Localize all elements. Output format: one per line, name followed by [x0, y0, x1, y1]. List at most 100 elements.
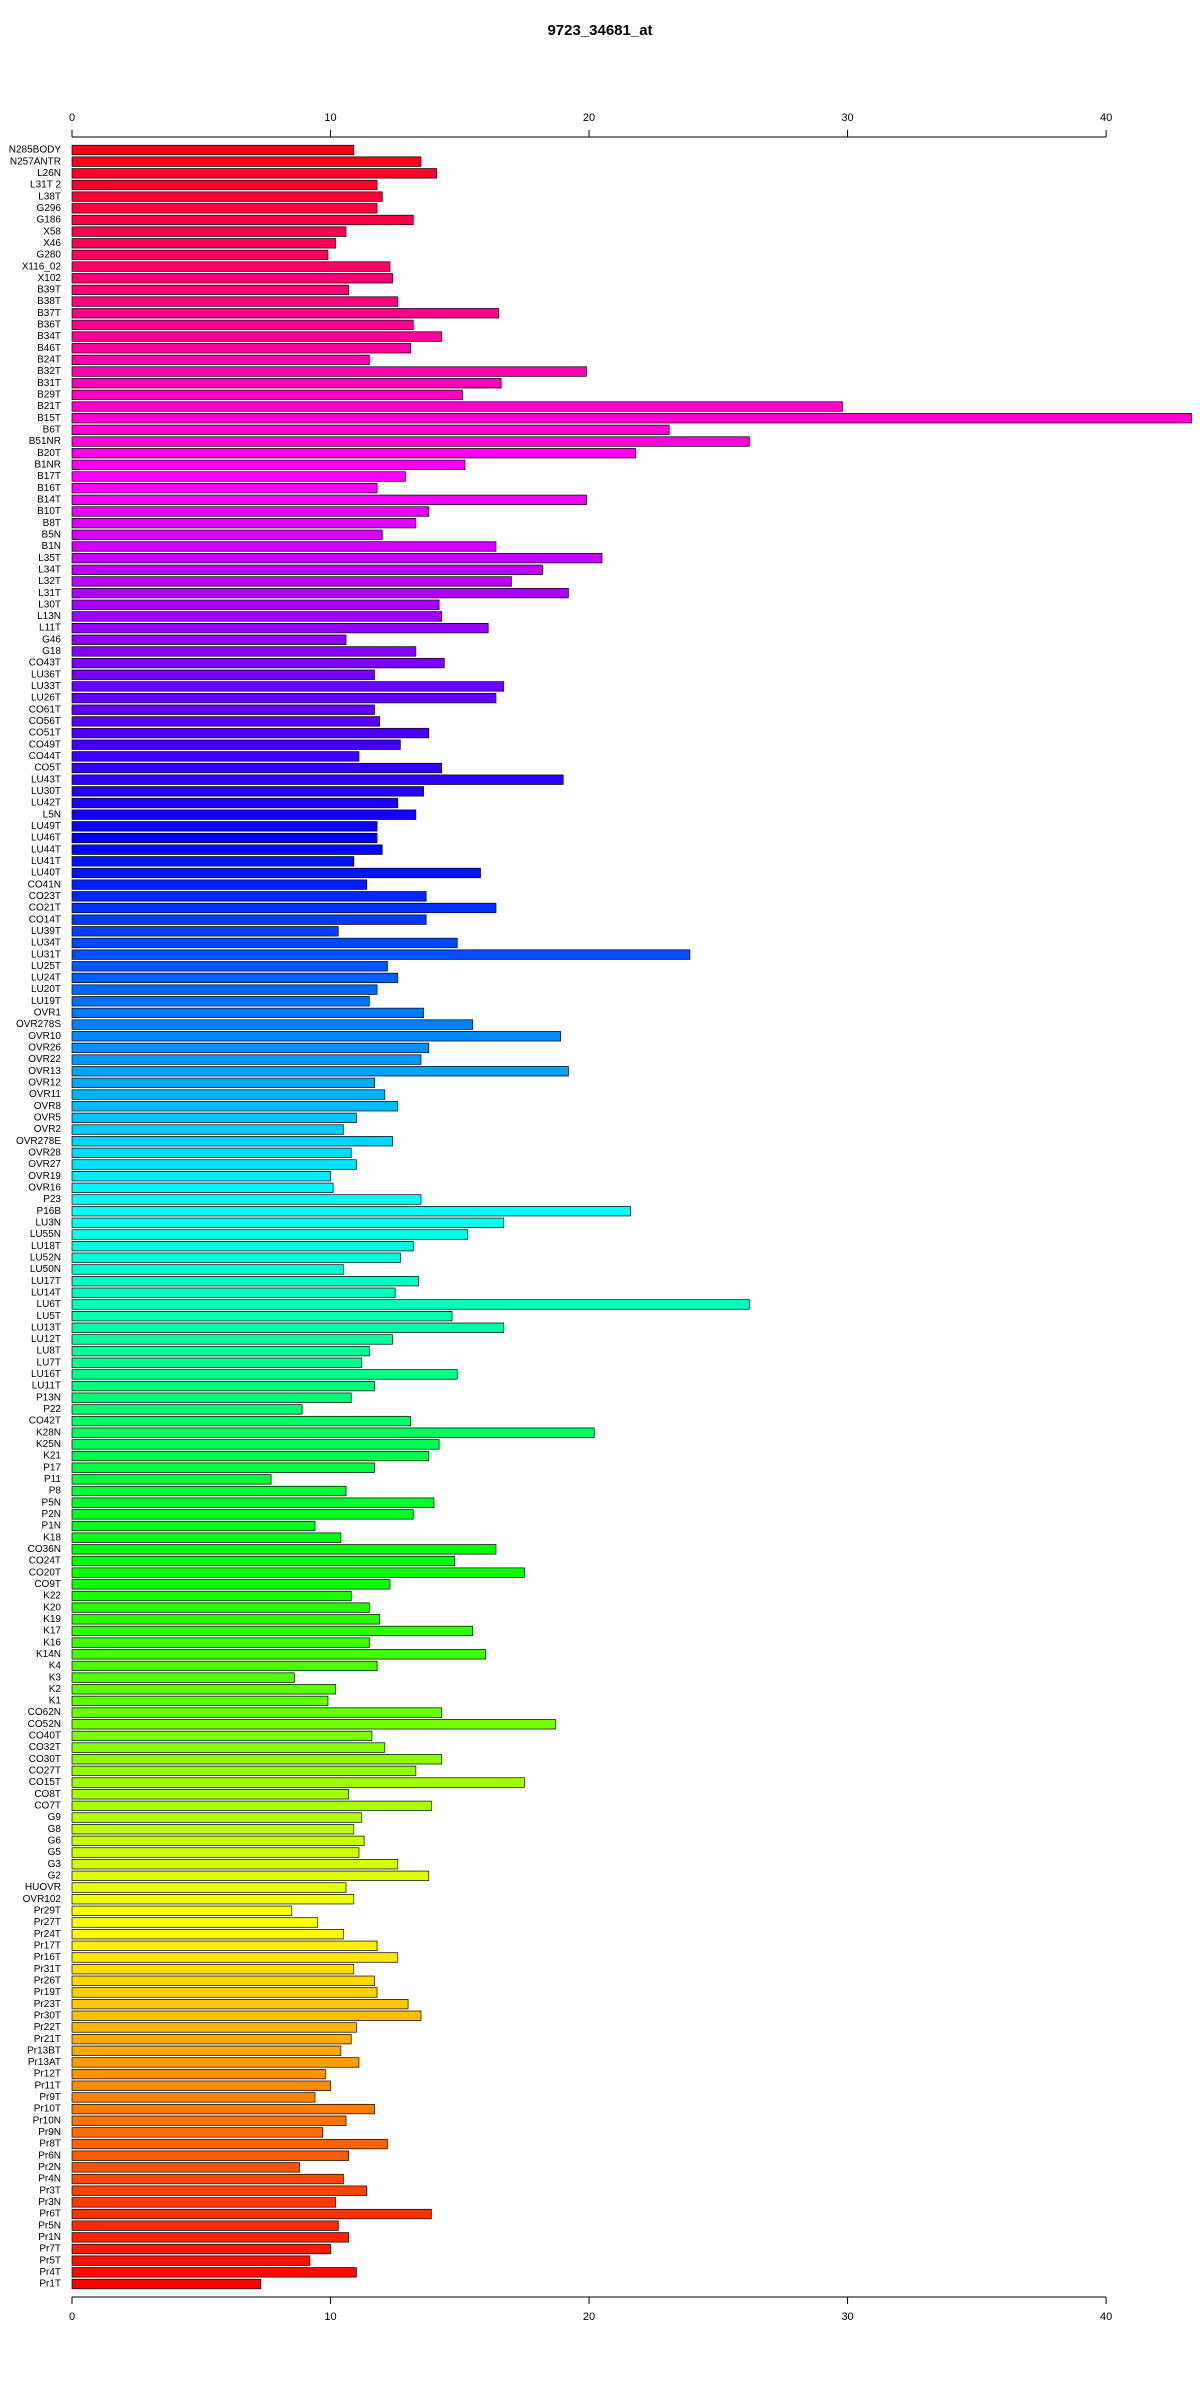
y-tick-label: OVR278S [16, 1019, 61, 1030]
y-tick-label: B17T [37, 471, 61, 482]
x-tick-label: 10 [324, 112, 336, 124]
x-tick-label: 10 [324, 2311, 336, 2323]
bar [71, 156, 422, 167]
bar [71, 821, 378, 832]
y-tick-label: Pr16T [34, 1952, 61, 1963]
y-tick-label: B16T [37, 483, 61, 494]
bar [71, 1929, 344, 1940]
bar [71, 879, 368, 890]
bar [71, 1217, 505, 1228]
bar [71, 996, 370, 1007]
y-tick-label: B34T [37, 331, 61, 342]
y-tick-label: B1NR [34, 459, 61, 470]
bar [71, 681, 505, 692]
bar [71, 273, 393, 284]
bar [71, 203, 378, 214]
bar [71, 1450, 430, 1462]
bar [71, 226, 347, 237]
y-tick-label: CO15T [29, 1777, 61, 1788]
bar [71, 1509, 414, 1520]
bar [71, 2010, 422, 2021]
bar [71, 1917, 318, 1928]
bar [71, 1765, 417, 1777]
y-tick-label: B21T [37, 401, 61, 412]
y-tick-label: CO7T [34, 1801, 61, 1812]
y-tick-label: B14T [37, 494, 61, 505]
y-tick-label: LU40T [31, 868, 61, 879]
bar [71, 1532, 342, 1543]
bar [71, 1299, 750, 1310]
bar [71, 308, 499, 319]
bar [71, 1392, 352, 1403]
bar [71, 1171, 331, 1182]
bar [71, 809, 417, 820]
y-tick-label: CO41N [28, 879, 61, 890]
bar [71, 1777, 525, 1788]
y-tick-label: LU5T [37, 1311, 61, 1322]
bar [71, 1276, 419, 1287]
bar [71, 1905, 293, 1916]
bar [71, 1031, 561, 1042]
bar [71, 657, 445, 669]
y-tick-label: LU31T [31, 949, 61, 960]
bar [71, 1579, 391, 1590]
y-tick-label: N285BODY [9, 145, 62, 156]
y-tick-label: LU14T [31, 1287, 61, 1298]
bar [71, 1870, 430, 1881]
bar [71, 1147, 352, 1158]
bar [71, 214, 414, 226]
bar [71, 424, 670, 435]
bar [71, 891, 427, 902]
y-tick-label: OVR12 [28, 1078, 61, 1089]
y-tick-label: CO9T [34, 1579, 61, 1590]
y-tick-label: K3 [49, 1672, 62, 1683]
bar [71, 844, 383, 855]
y-tick-label: OVR10 [28, 1031, 61, 1042]
bar [71, 867, 481, 879]
y-tick-label: CO43T [29, 658, 61, 669]
bar [71, 1590, 352, 1602]
y-tick-label: B31T [37, 378, 61, 389]
y-tick-label: Pr27T [34, 1917, 61, 1928]
y-tick-label: B32T [37, 366, 61, 377]
bar [71, 1101, 399, 1112]
y-tick-label: K14N [36, 1649, 61, 1660]
y-tick-label: OVR13 [28, 1066, 61, 1077]
y-tick-label: L31T [38, 588, 61, 599]
bar [71, 1182, 334, 1193]
y-tick-label: Pr10N [33, 2115, 61, 2126]
y-tick-label: G296 [37, 203, 62, 214]
y-tick-label: Pr8T [39, 2139, 61, 2150]
bar [71, 599, 440, 610]
y-tick-label: CO5T [34, 763, 61, 774]
y-tick-label: G6 [48, 1836, 62, 1847]
y-tick-label: CO56T [29, 716, 61, 727]
y-tick-label: Pr1N [38, 2232, 61, 2243]
bar [71, 692, 497, 704]
y-tick-label: Pr26T [34, 1975, 61, 1986]
bar [71, 1229, 468, 1240]
y-tick-label: L32T [38, 576, 61, 587]
bar [71, 762, 443, 774]
bar [71, 1334, 393, 1345]
bar [71, 1369, 458, 1380]
y-tick-label: CO61T [29, 704, 61, 715]
y-tick-label: OVR11 [29, 1089, 61, 1100]
bar [71, 494, 587, 505]
y-tick-label: CO21T [29, 903, 61, 914]
x-tick-label: 0 [69, 2311, 75, 2323]
bar [71, 1999, 409, 2010]
y-tick-label: P13N [36, 1392, 61, 1403]
chart-title: 9723_34681_at [547, 22, 652, 39]
y-tick-label: HUOVR [25, 1882, 61, 1893]
y-tick-label: L35T [38, 553, 61, 564]
y-tick-label: Pr23T [34, 1999, 61, 2010]
y-tick-label: Pr9T [39, 2092, 61, 2103]
y-tick-label: CO8T [34, 1789, 61, 1800]
bar [71, 1485, 347, 1497]
bar [71, 1112, 357, 1124]
bar [71, 576, 512, 587]
bar [71, 378, 502, 389]
bar [71, 797, 399, 809]
bar [71, 1847, 360, 1858]
